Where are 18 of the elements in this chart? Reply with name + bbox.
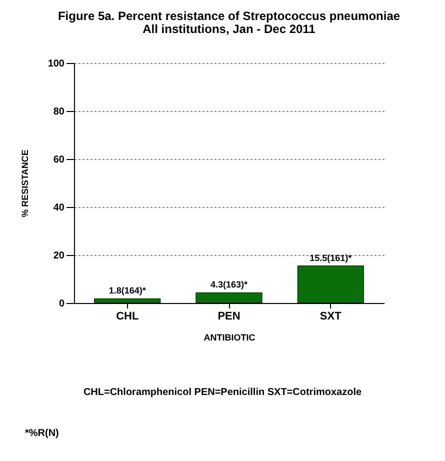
- data-label: 15.5(161)*: [310, 252, 352, 263]
- y-tick-label: 0: [58, 298, 65, 310]
- x-tick-label: PEN: [218, 310, 240, 322]
- y-tick-label: 100: [48, 58, 65, 70]
- x-axis-title: ANTIBIOTIC: [204, 332, 256, 342]
- chart-subtitle: All institutions, Jan - Dec 2011: [142, 22, 316, 36]
- y-tick-label: 20: [53, 250, 65, 262]
- chart-title: Figure 5a. Percent resistance of Streptococcus pneumoniae: [58, 9, 400, 23]
- text: *%R(N): [25, 428, 59, 439]
- text: CHL=Chloramphenicol PEN=Penicillin SXT=Cotrimoxazole: [82, 387, 363, 398]
- x-tick-label: CHL: [116, 310, 139, 322]
- data-label: 1.8(164)*: [108, 286, 146, 296]
- y-tick-label: 40: [53, 202, 65, 214]
- x-tick-label: SXT: [320, 310, 342, 322]
- data-label: 4.3(163)*: [210, 280, 248, 290]
- y-tick-label: 80: [53, 106, 65, 118]
- y-tick-label: 60: [53, 154, 65, 166]
- y-axis-title: % RESISTANCE: [20, 150, 30, 218]
